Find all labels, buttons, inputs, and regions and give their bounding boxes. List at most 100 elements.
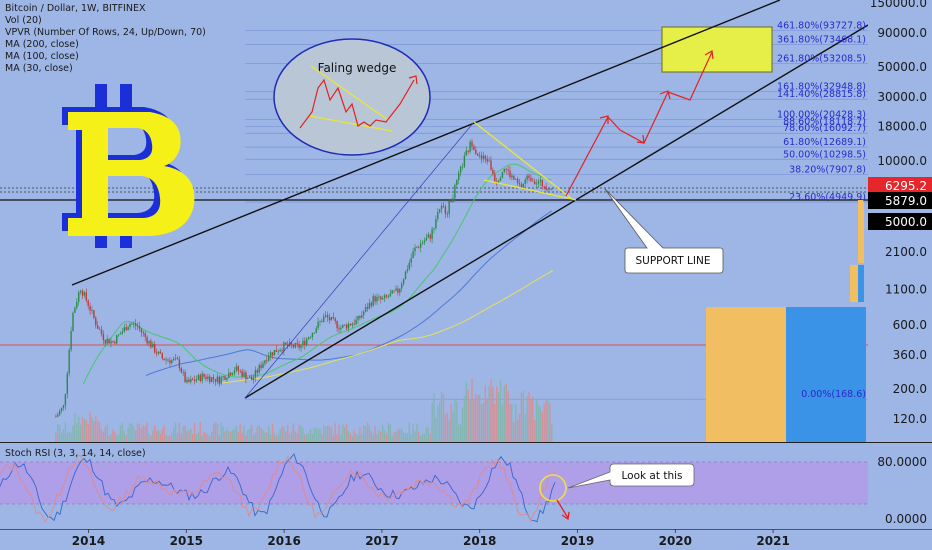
candle-body: [404, 271, 407, 280]
arrowhead-2: [659, 90, 671, 100]
volume-bar: [545, 400, 547, 442]
legend-ma200: MA (200, close): [5, 39, 79, 50]
volume-bar: [401, 428, 403, 442]
volume-bar: [281, 426, 283, 442]
volume-bar: [515, 403, 517, 442]
volume-bar: [102, 432, 105, 442]
candle-body: [547, 189, 549, 191]
volume-bar: [117, 434, 120, 442]
candle-body: [503, 168, 505, 173]
fib-level-label: 78.60%(16092.7): [783, 123, 866, 134]
wedge-lower: [483, 179, 577, 201]
volume-bar: [184, 426, 186, 442]
legend-vol: Vol (20): [5, 15, 42, 26]
volume-bar: [397, 429, 399, 442]
candle-body: [437, 212, 439, 219]
support-label: SUPPORT LINE: [636, 255, 711, 267]
volume-bar: [100, 429, 103, 442]
candle-body: [513, 175, 515, 180]
volume-bar: [298, 424, 300, 442]
volume-bar: [254, 432, 257, 442]
candle-body: [537, 181, 540, 184]
volume-bar: [290, 431, 293, 442]
candle-body: [125, 327, 127, 331]
volume-bar: [427, 427, 429, 442]
candle-body: [383, 295, 386, 299]
candle-body: [154, 343, 156, 353]
volume-bar: [292, 423, 295, 442]
candle-body: [91, 310, 93, 311]
fib-level-label: 0.00%(168.6): [801, 389, 866, 400]
candle-body: [370, 302, 372, 306]
volume-bar: [526, 396, 528, 442]
candle-body: [119, 333, 122, 335]
price-tick-label: 30000.0: [877, 90, 927, 104]
volume-bar: [496, 386, 498, 442]
candle-body: [539, 179, 542, 182]
candle-body: [167, 359, 169, 361]
volume-bar: [57, 423, 59, 442]
volume-bar: [140, 428, 143, 442]
volume-bar: [178, 422, 181, 442]
candle-body: [106, 338, 108, 344]
volume-bar: [188, 430, 190, 442]
candle-body: [534, 181, 536, 185]
candle-body: [418, 246, 420, 248]
candle-body: [245, 372, 247, 380]
candle-body: [296, 342, 298, 344]
price-tag-label: 6295.2: [885, 179, 927, 193]
upper-channel-line: [71, 0, 781, 286]
volume-bar: [157, 430, 160, 442]
volume-bar: [144, 425, 146, 442]
volume-bar: [364, 425, 367, 442]
volume-bar: [62, 429, 65, 442]
candle-body: [480, 155, 483, 159]
candle-body: [399, 288, 401, 293]
volume-bar: [226, 428, 228, 442]
volume-bar: [351, 435, 353, 442]
candle-body: [89, 306, 91, 311]
candle-body: [161, 353, 163, 359]
volume-bar: [148, 433, 150, 442]
volume-bar: [480, 404, 483, 442]
volume-bar: [325, 426, 327, 442]
candle-body: [509, 170, 511, 178]
candle-body: [144, 333, 146, 337]
volume-bar: [119, 425, 122, 442]
price-tick-label: 120.0: [893, 412, 927, 426]
volume-bar: [359, 427, 361, 442]
volume-bar: [353, 430, 355, 442]
candle-body: [135, 323, 137, 326]
volume-bar: [142, 425, 144, 442]
candle-body: [368, 302, 371, 309]
volume-bar: [241, 432, 243, 442]
volume-bar: [135, 430, 137, 442]
volume-bar: [414, 431, 416, 442]
volume-bar: [125, 435, 127, 442]
candle-body: [218, 376, 220, 384]
volume-bar: [214, 422, 217, 442]
candle-body: [412, 251, 414, 258]
candle-body: [319, 321, 321, 322]
volume-bar: [330, 427, 333, 442]
volume-bar: [190, 428, 192, 442]
candle-body: [87, 300, 89, 307]
candle-body: [397, 288, 399, 293]
look-callout-bubble: [567, 463, 695, 489]
candle-body: [535, 183, 538, 185]
candle-body: [511, 175, 513, 178]
candle-body: [273, 350, 276, 356]
volume-bar: [201, 435, 203, 442]
candle-body: [152, 343, 154, 348]
volume-bar: [395, 431, 397, 442]
volume-bar: [366, 422, 369, 442]
candle-body: [176, 358, 179, 360]
fib-level-label: 88.60%(18118.7): [783, 116, 866, 127]
candle-body: [340, 327, 342, 330]
volume-bar: [114, 431, 116, 442]
candle-body: [231, 373, 234, 376]
logo-bar-1: [95, 84, 107, 110]
candle-body: [446, 213, 448, 215]
candle-body: [93, 310, 95, 318]
candle-body: [330, 316, 333, 321]
